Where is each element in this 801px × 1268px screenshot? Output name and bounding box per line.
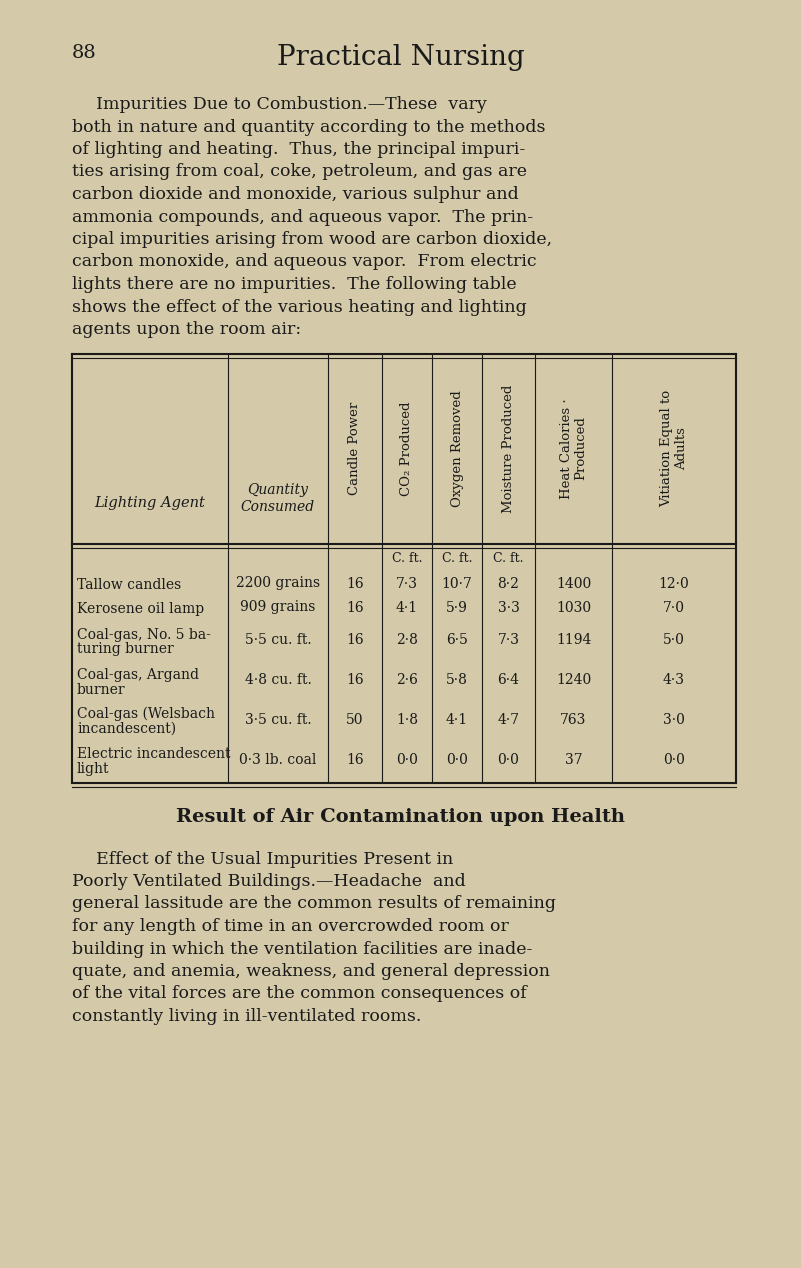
Text: Kerosene oil lamp: Kerosene oil lamp — [77, 602, 204, 616]
Text: Tallow candles: Tallow candles — [77, 578, 181, 592]
Text: C. ft.: C. ft. — [493, 552, 524, 564]
Text: 5·5 cu. ft.: 5·5 cu. ft. — [244, 634, 312, 648]
Text: 0·0: 0·0 — [497, 752, 519, 766]
Text: 3·3: 3·3 — [497, 601, 519, 615]
Text: 5·9: 5·9 — [446, 601, 468, 615]
Text: 4·1: 4·1 — [396, 601, 418, 615]
Text: 4·1: 4·1 — [446, 713, 468, 727]
Text: Coal-gas, No. 5 ba-: Coal-gas, No. 5 ba- — [77, 628, 211, 642]
Text: Result of Air Contamination upon Health: Result of Air Contamination upon Health — [176, 809, 626, 827]
Text: 2·8: 2·8 — [396, 634, 418, 648]
Text: Lighting Agent: Lighting Agent — [95, 497, 205, 511]
Text: 5·0: 5·0 — [663, 634, 685, 648]
Text: 4·7: 4·7 — [497, 713, 520, 727]
Text: 7·3: 7·3 — [497, 634, 520, 648]
Text: 16: 16 — [346, 601, 364, 615]
Text: 0·0: 0·0 — [663, 752, 685, 766]
Text: of the vital forces are the common consequences of: of the vital forces are the common conse… — [72, 985, 527, 1003]
Text: both in nature and quantity according to the methods: both in nature and quantity according to… — [72, 118, 545, 136]
Text: constantly living in ill-ventilated rooms.: constantly living in ill-ventilated room… — [72, 1008, 421, 1025]
Text: Practical Nursing: Practical Nursing — [277, 44, 525, 71]
Text: 4·8 cu. ft.: 4·8 cu. ft. — [244, 673, 312, 687]
Text: incandescent): incandescent) — [77, 721, 176, 735]
Text: Candle Power: Candle Power — [348, 402, 361, 495]
Text: 6·4: 6·4 — [497, 673, 520, 687]
Text: 0·0: 0·0 — [396, 752, 418, 766]
Text: 2·6: 2·6 — [396, 673, 418, 687]
Text: 16: 16 — [346, 752, 364, 766]
Text: 4·3: 4·3 — [663, 673, 685, 687]
Text: C. ft.: C. ft. — [392, 552, 422, 564]
Text: Heat Calories ·
Produced: Heat Calories · Produced — [560, 398, 587, 498]
Text: Electric incandescent: Electric incandescent — [77, 747, 231, 761]
Text: building in which the ventilation facilities are inade-: building in which the ventilation facili… — [72, 941, 533, 957]
Text: 6·5: 6·5 — [446, 634, 468, 648]
Text: Impurities Due to Combustion.—These  vary: Impurities Due to Combustion.—These vary — [96, 96, 487, 113]
Text: cipal impurities arising from wood are carbon dioxide,: cipal impurities arising from wood are c… — [72, 231, 552, 249]
Text: 1400: 1400 — [556, 577, 591, 591]
Text: 1·8: 1·8 — [396, 713, 418, 727]
Text: 5·8: 5·8 — [446, 673, 468, 687]
Text: 3·0: 3·0 — [663, 713, 685, 727]
Text: 10·7: 10·7 — [441, 577, 473, 591]
Text: 16: 16 — [346, 634, 364, 648]
Text: 8·2: 8·2 — [497, 577, 519, 591]
Text: Poorly Ventilated Buildings.—Headache  and: Poorly Ventilated Buildings.—Headache an… — [72, 872, 465, 890]
Text: Vitiation Equal to
Adults: Vitiation Equal to Adults — [660, 391, 688, 507]
Text: carbon monoxide, and aqueous vapor.  From electric: carbon monoxide, and aqueous vapor. From… — [72, 254, 537, 270]
Text: agents upon the room air:: agents upon the room air: — [72, 321, 301, 339]
Text: Quantity
Consumed: Quantity Consumed — [241, 483, 315, 514]
Text: quate, and anemia, weakness, and general depression: quate, and anemia, weakness, and general… — [72, 962, 550, 980]
Text: of lighting and heating.  Thus, the principal impuri-: of lighting and heating. Thus, the princ… — [72, 141, 525, 158]
Text: 7·0: 7·0 — [663, 601, 685, 615]
Text: 1240: 1240 — [556, 673, 591, 687]
Text: 2200 grains: 2200 grains — [236, 577, 320, 591]
Text: 37: 37 — [565, 752, 582, 766]
Text: turing burner: turing burner — [77, 643, 174, 657]
Text: shows the effect of the various heating and lighting: shows the effect of the various heating … — [72, 298, 527, 316]
Text: 909 grains: 909 grains — [240, 601, 316, 615]
Text: 7·3: 7·3 — [396, 577, 418, 591]
Text: 12·0: 12·0 — [658, 577, 690, 591]
Text: Coal-gas, Argand: Coal-gas, Argand — [77, 667, 199, 681]
Text: ammonia compounds, and aqueous vapor.  The prin-: ammonia compounds, and aqueous vapor. Th… — [72, 208, 533, 226]
Text: general lassitude are the common results of remaining: general lassitude are the common results… — [72, 895, 556, 913]
Text: Oxygen Removed: Oxygen Removed — [450, 391, 464, 507]
Text: 16: 16 — [346, 577, 364, 591]
Text: 50: 50 — [346, 713, 364, 727]
Text: 1194: 1194 — [556, 634, 591, 648]
Text: Moisture Produced: Moisture Produced — [502, 384, 515, 512]
Text: Coal-gas (Welsbach: Coal-gas (Welsbach — [77, 706, 215, 721]
Text: 0·3 lb. coal: 0·3 lb. coal — [239, 752, 316, 766]
Text: burner: burner — [77, 682, 126, 696]
Text: 88: 88 — [72, 44, 97, 62]
Text: light: light — [77, 762, 110, 776]
Text: lights there are no impurities.  The following table: lights there are no impurities. The foll… — [72, 276, 517, 293]
Text: C. ft.: C. ft. — [441, 552, 473, 564]
Text: 0·0: 0·0 — [446, 752, 468, 766]
Text: CO₂ Produced: CO₂ Produced — [400, 401, 413, 496]
Text: carbon dioxide and monoxide, various sulphur and: carbon dioxide and monoxide, various sul… — [72, 186, 519, 203]
Text: 763: 763 — [561, 713, 586, 727]
Text: Effect of the Usual Impurities Present in: Effect of the Usual Impurities Present i… — [96, 851, 453, 867]
Text: ties arising from coal, coke, petroleum, and gas are: ties arising from coal, coke, petroleum,… — [72, 164, 527, 180]
Text: for any length of time in an overcrowded room or: for any length of time in an overcrowded… — [72, 918, 509, 935]
Text: 3·5 cu. ft.: 3·5 cu. ft. — [244, 713, 312, 727]
Text: 16: 16 — [346, 673, 364, 687]
Text: 1030: 1030 — [556, 601, 591, 615]
